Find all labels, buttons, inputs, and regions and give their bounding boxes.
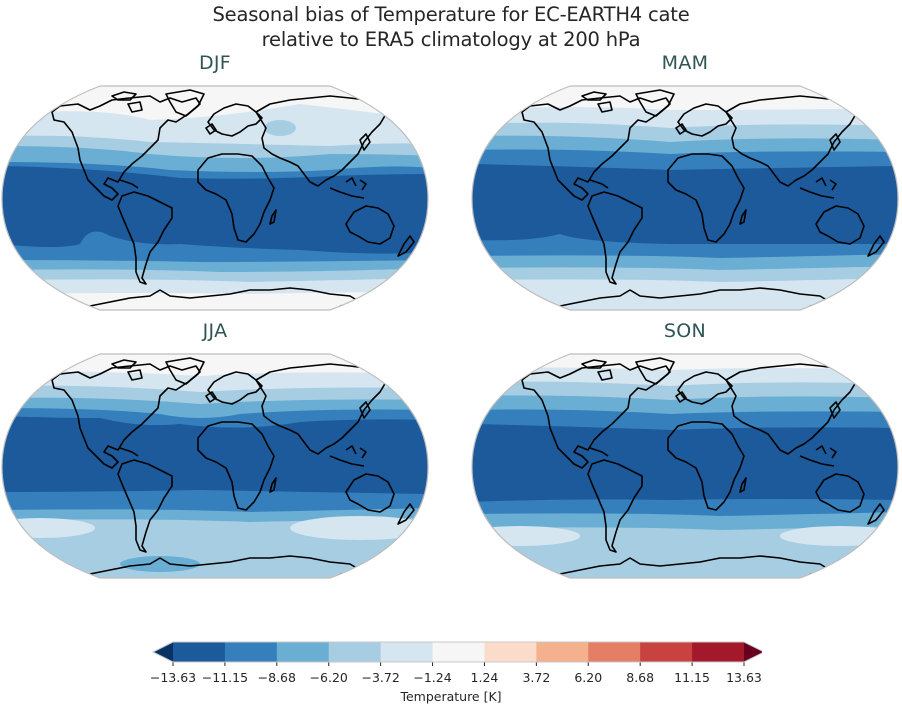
- colorbar-bar: [151, 641, 762, 666]
- colorbar-tick-label: 13.63: [726, 670, 762, 685]
- colorbar-under-extension: [153, 642, 173, 662]
- panel-djf: DJF: [0, 52, 430, 311]
- chart-title-line-1: Seasonal bias of Temperature for EC-EART…: [212, 3, 690, 26]
- chart-title-line-2: relative to ERA5 climatology at 200 hPa: [261, 28, 641, 51]
- colorbar-segment: [224, 642, 278, 662]
- colorbar-segment: [432, 642, 485, 662]
- colorbar-segment: [173, 642, 226, 662]
- colorbar-tick-label: −3.72: [361, 670, 400, 685]
- colorbar: −13.63 −11.15 −8.68 −6.20 −3.72 −1.24 1.24 3.72…: [140, 638, 762, 707]
- colorbar-segment: [692, 642, 745, 662]
- colorbar-segment: [276, 642, 330, 662]
- colorbar-tick-label: −8.68: [257, 670, 296, 685]
- panel-title: DJF: [198, 52, 232, 74]
- map-mam: [470, 84, 900, 312]
- colorbar-label: Temperature [K]: [400, 689, 502, 704]
- colorbar-segment: [536, 642, 589, 662]
- colorbar-tick-label: 1.24: [470, 670, 499, 685]
- panel-jja: JJA: [0, 320, 430, 579]
- colorbar-tick-label: −11.15: [201, 670, 249, 685]
- colorbar-tick-label: −1.24: [413, 670, 452, 685]
- panel-son: SON: [470, 320, 900, 579]
- panel-title: MAM: [661, 52, 709, 74]
- colorbar-segment: [588, 642, 641, 662]
- colorbar-tick-label: −6.20: [309, 670, 348, 685]
- colorbar-segment: [380, 642, 434, 662]
- colorbar-segment: [484, 642, 537, 662]
- colorbar-segment: [328, 642, 382, 662]
- panel-title: SON: [663, 320, 707, 342]
- colorbar-over-extension: [744, 642, 762, 662]
- panel-mam: MAM: [470, 52, 900, 311]
- colorbar-tick-label: 3.72: [522, 670, 551, 685]
- map-son: [470, 352, 900, 580]
- colorbar-tick-label: 6.20: [574, 670, 603, 685]
- chart-title: Seasonal bias of Temperature for EC-EART…: [0, 2, 902, 52]
- colorbar-tick-label: 8.68: [626, 670, 655, 685]
- panel-title: JJA: [202, 320, 228, 342]
- colorbar-tick-label: 11.15: [674, 670, 710, 685]
- map-djf: [0, 84, 430, 312]
- colorbar-tick-label: −13.63: [149, 670, 197, 685]
- colorbar-segment: [640, 642, 693, 662]
- map-jja: [0, 352, 430, 580]
